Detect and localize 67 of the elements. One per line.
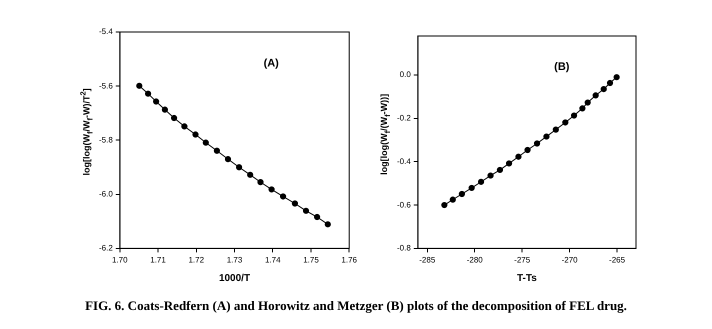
- y-tick-label: -5.4: [98, 27, 114, 36]
- point: [247, 172, 254, 178]
- point: [181, 123, 188, 130]
- y-tick-label: -0.4: [396, 156, 412, 166]
- annotation: (A): [264, 58, 280, 70]
- x-tick-label: 1.73: [226, 255, 243, 264]
- point: [280, 193, 286, 200]
- point: [552, 126, 559, 133]
- point: [214, 148, 220, 154]
- point: [496, 166, 504, 174]
- y-tick-label: -5.6: [98, 81, 114, 90]
- point: [478, 178, 484, 185]
- point: [570, 112, 578, 119]
- x-axis-title: 1000/T: [218, 272, 250, 284]
- point: [450, 196, 456, 203]
- point: [302, 208, 310, 214]
- point: [257, 179, 264, 186]
- point: [606, 80, 614, 86]
- x-tick-label: -270: [562, 255, 578, 264]
- point: [543, 133, 550, 140]
- y-tick-label: 0.0: [400, 70, 412, 80]
- point: [468, 184, 475, 192]
- point: [515, 154, 522, 160]
- point: [524, 146, 531, 154]
- point: [506, 160, 512, 167]
- y-tick-label: -0.8: [396, 244, 412, 253]
- point: [314, 214, 320, 220]
- y-tick-label: -5.8: [98, 135, 114, 144]
- x-tick-label: 1.74: [264, 255, 282, 264]
- x-tick-label: 1.70: [112, 255, 128, 264]
- x-tick-label: 1.76: [341, 255, 358, 264]
- point: [224, 156, 232, 162]
- x-tick-label: -265: [609, 255, 626, 264]
- x-tick-label: 1.75: [303, 255, 320, 264]
- point: [153, 98, 160, 105]
- point: [268, 186, 275, 193]
- point: [162, 106, 168, 113]
- point: [487, 172, 494, 179]
- y-tick-label: -0.6: [396, 200, 412, 210]
- point: [170, 114, 178, 122]
- point: [592, 92, 599, 98]
- point: [144, 90, 152, 97]
- point: [562, 119, 568, 126]
- point: [600, 86, 607, 92]
- point: [614, 74, 620, 80]
- x-tick-label: -285: [419, 255, 436, 264]
- point: [192, 131, 199, 138]
- point: [584, 99, 591, 106]
- caption: FIG. 6. Coats-Redfern (A) and Horowitz and Metzger (B) plots of the decomposition of FEL drug.: [84, 298, 628, 314]
- point: [534, 140, 540, 147]
- point: [441, 202, 448, 208]
- point: [292, 200, 298, 207]
- annotation: (B): [554, 60, 570, 73]
- x-tick-label: -275: [514, 255, 531, 264]
- x-axis-title: T-Ts: [516, 272, 538, 284]
- point: [579, 105, 586, 112]
- y-tick-label: -0.2: [396, 114, 412, 123]
- point: [136, 82, 142, 89]
- x-tick-label: 1.72: [188, 255, 205, 264]
- point: [202, 140, 209, 146]
- y-tick-label: -6.0: [98, 190, 114, 199]
- point: [324, 221, 331, 228]
- x-tick-label: -280: [466, 255, 484, 264]
- y-tick-label: -6.2: [98, 244, 114, 253]
- point: [458, 190, 466, 198]
- point: [236, 164, 242, 170]
- x-tick-label: 1.71: [150, 255, 166, 264]
